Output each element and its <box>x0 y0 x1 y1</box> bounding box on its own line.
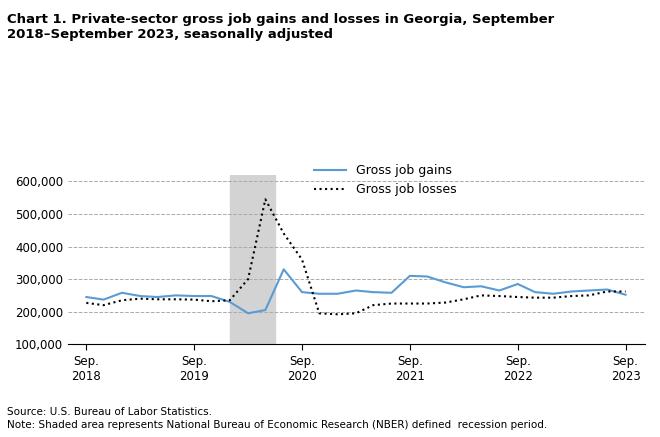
Text: Chart 1. Private-sector gross job gains and losses in Georgia, September
2018–Se: Chart 1. Private-sector gross job gains … <box>7 13 554 41</box>
Legend: Gross job gains, Gross job losses: Gross job gains, Gross job losses <box>310 159 461 201</box>
Bar <box>230 175 275 344</box>
Text: Source: U.S. Bureau of Labor Statistics.: Source: U.S. Bureau of Labor Statistics. <box>7 407 212 417</box>
Text: Note: Shaded area represents National Bureau of Economic Research (NBER) defined: Note: Shaded area represents National Bu… <box>7 420 547 430</box>
